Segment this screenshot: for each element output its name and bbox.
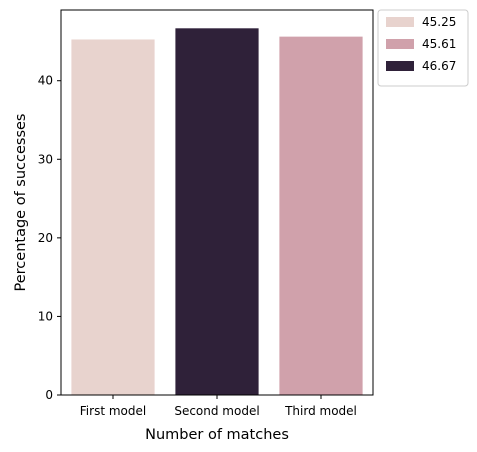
y-tick-label: 0 bbox=[45, 388, 53, 402]
legend-swatch bbox=[386, 39, 414, 49]
y-tick-label: 30 bbox=[38, 152, 53, 166]
y-axis: 0 10 20 30 40 bbox=[38, 74, 61, 402]
bar-second-model bbox=[175, 28, 259, 396]
y-tick-label: 20 bbox=[38, 231, 53, 245]
x-axis: First model Second model Third model bbox=[80, 395, 357, 418]
y-tick-label: 40 bbox=[38, 74, 53, 88]
y-axis-label: Percentage of successes bbox=[13, 114, 29, 292]
bar-first-model bbox=[71, 39, 155, 395]
x-tick-label: Second model bbox=[174, 404, 259, 418]
x-axis-label: Number of matches bbox=[145, 427, 289, 443]
x-tick-label: First model bbox=[80, 404, 146, 418]
legend-swatch bbox=[386, 17, 414, 27]
legend-label: 45.25 bbox=[422, 15, 456, 29]
legend-label: 45.61 bbox=[422, 37, 456, 51]
y-tick-label: 10 bbox=[38, 309, 53, 323]
bars-group bbox=[71, 28, 363, 396]
bar-third-model bbox=[279, 36, 363, 396]
x-tick-label: Third model bbox=[284, 404, 357, 418]
legend: 45.25 45.61 46.67 bbox=[377, 9, 469, 87]
legend-swatch bbox=[386, 61, 414, 71]
legend-label: 46.67 bbox=[422, 59, 456, 73]
